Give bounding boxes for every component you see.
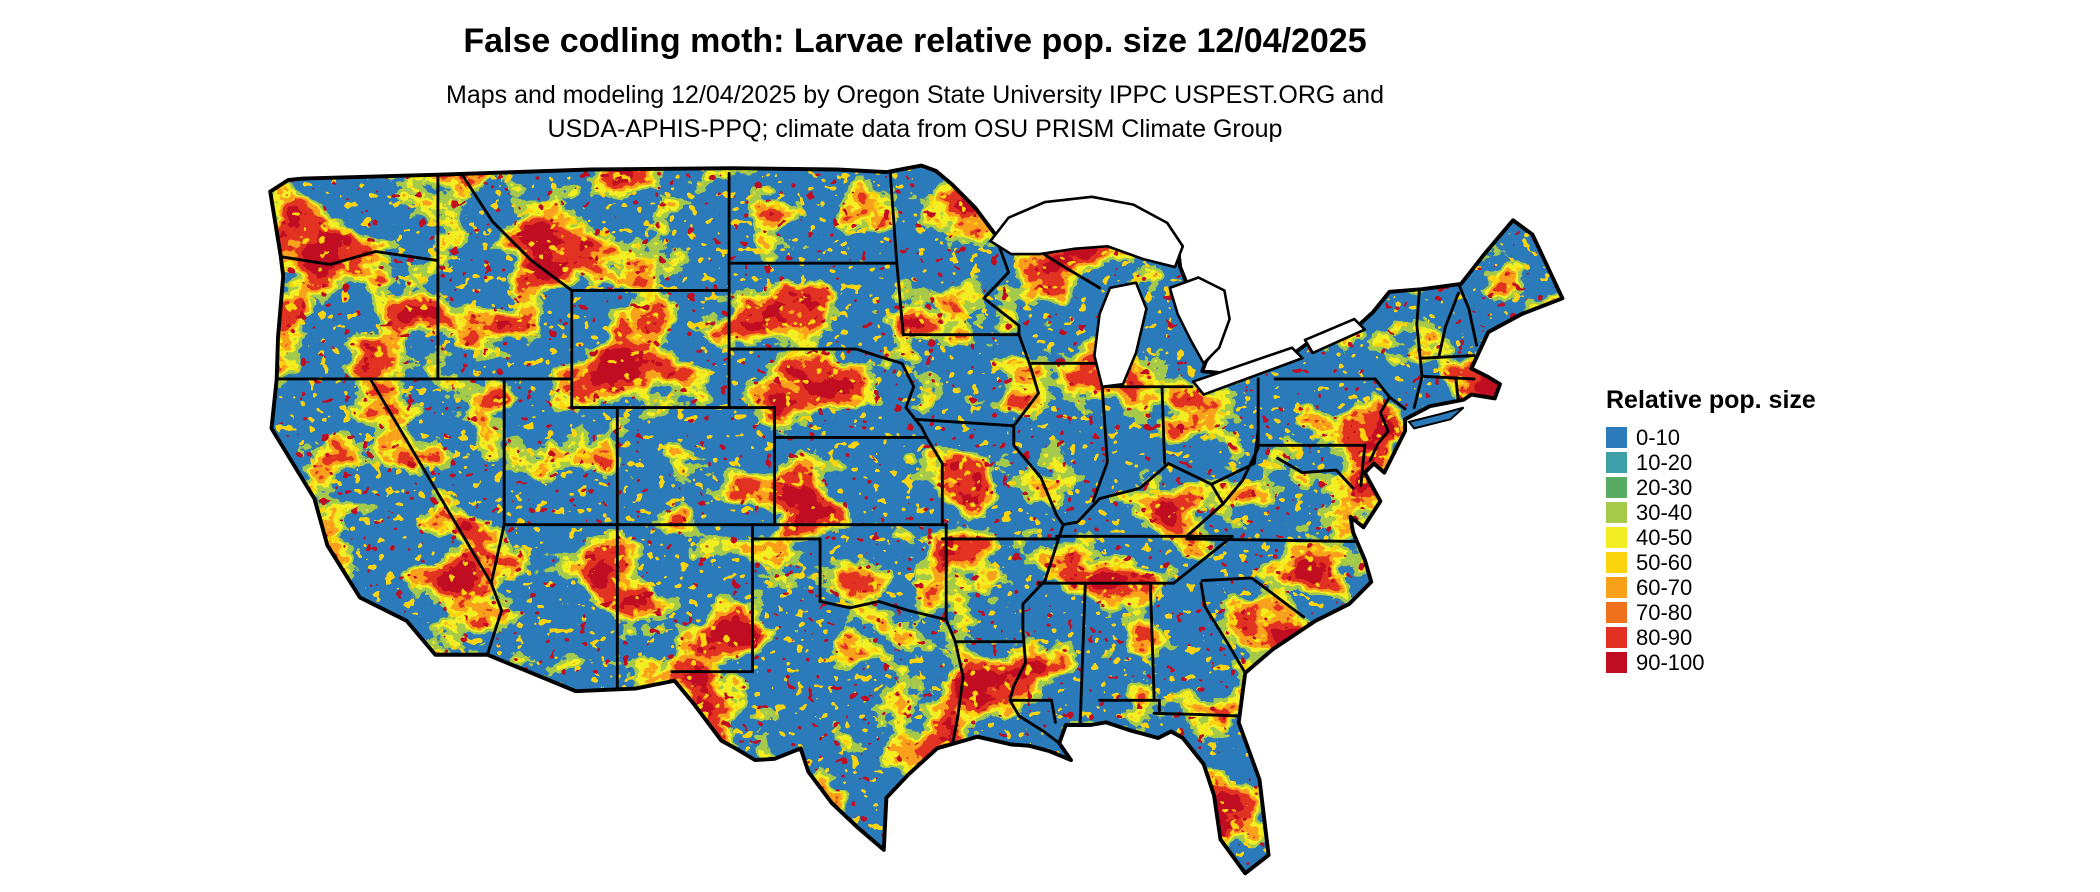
legend-row: 80-90 (1606, 625, 1816, 650)
legend-label-90-100: 90-100 (1636, 650, 1705, 675)
legend-label-20-30: 20-30 (1636, 475, 1693, 500)
lake-erie (1191, 346, 1304, 396)
legend-swatch-10-20 (1606, 452, 1627, 473)
subtitle-line-2: USDA-APHIS-PPQ; climate data from OSU PR… (547, 115, 1283, 143)
legend: Relative pop. size 0-10 10-20 20-30 30-4… (1606, 386, 1816, 675)
legend-label-10-20: 10-20 (1636, 450, 1693, 475)
legend-swatch-80-90 (1606, 627, 1627, 648)
legend-label-30-40: 30-40 (1636, 500, 1693, 525)
legend-row: 70-80 (1606, 600, 1816, 625)
lake-ontario (1303, 317, 1367, 355)
legend-swatch-30-40 (1606, 502, 1627, 523)
legend-row: 40-50 (1606, 525, 1816, 550)
legend-label-80-90: 80-90 (1636, 625, 1693, 650)
lake-superior (989, 195, 1185, 269)
map-subtitle: Maps and modeling 12/04/2025 by Oregon S… (265, 78, 1565, 146)
lake-huron (1168, 276, 1231, 365)
legend-swatch-90-100 (1606, 652, 1627, 673)
legend-row: 0-10 (1606, 425, 1816, 450)
map-title: False codling moth: Larvae relative pop.… (463, 22, 1367, 60)
legend-swatch-0-10 (1606, 427, 1627, 448)
great-lakes (989, 195, 1367, 396)
legend-swatch-40-50 (1606, 527, 1627, 548)
legend-row: 20-30 (1606, 475, 1816, 500)
legend-row: 30-40 (1606, 500, 1816, 525)
legend-swatch-60-70 (1606, 577, 1627, 598)
legend-label-50-60: 50-60 (1636, 550, 1693, 575)
legend-row: 10-20 (1606, 450, 1816, 475)
legend-row: 50-60 (1606, 550, 1816, 575)
subtitle-line-1: Maps and modeling 12/04/2025 by Oregon S… (446, 81, 1384, 109)
lake-michigan (1093, 281, 1148, 389)
legend-label-40-50: 40-50 (1636, 525, 1693, 550)
legend-row: 60-70 (1606, 575, 1816, 600)
us-population-map (268, 163, 1565, 876)
legend-label-0-10: 0-10 (1636, 425, 1681, 450)
legend-swatch-20-30 (1606, 477, 1627, 498)
legend-title: Relative pop. size (1606, 386, 1816, 414)
state-borders (275, 171, 1479, 745)
long-island (1407, 406, 1465, 430)
legend-swatch-70-80 (1606, 602, 1627, 623)
population-raster (270, 165, 1563, 874)
legend-label-70-80: 70-80 (1636, 600, 1693, 625)
legend-row: 90-100 (1606, 650, 1816, 675)
legend-label-60-70: 60-70 (1636, 575, 1693, 600)
legend-swatch-50-60 (1606, 552, 1627, 573)
